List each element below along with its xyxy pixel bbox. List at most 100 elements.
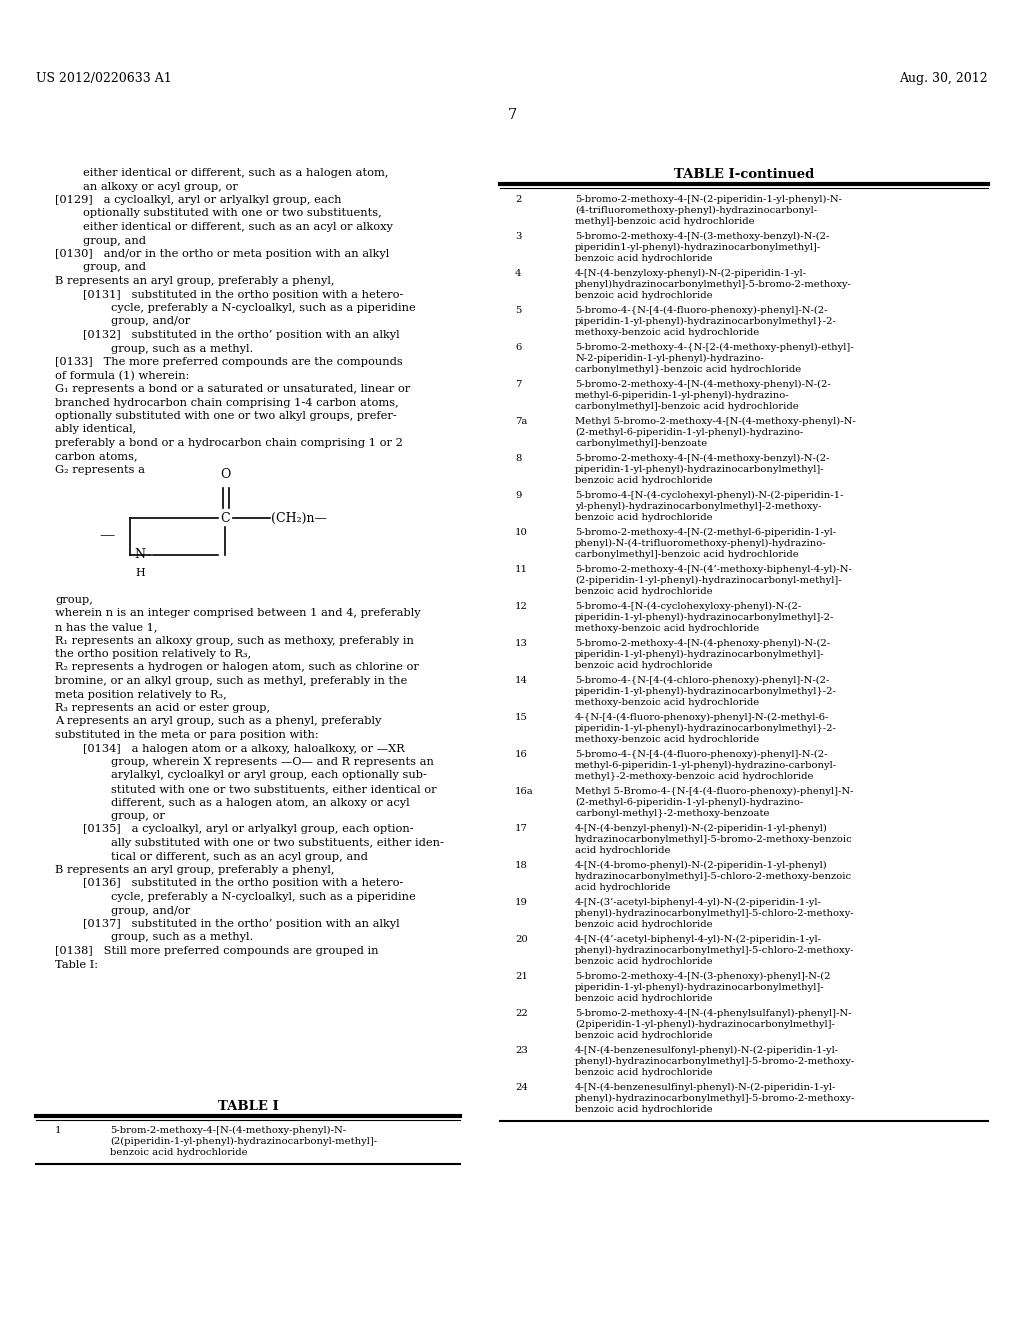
Text: piperidin-1-yl-phenyl)-hydrazinocarbonylmethyl}-2-: piperidin-1-yl-phenyl)-hydrazinocarbonyl… <box>575 686 837 696</box>
Text: 5-bromo-4-{N-[4-(4-fluoro-phenoxy)-phenyl]-N-(2-: 5-bromo-4-{N-[4-(4-fluoro-phenoxy)-pheny… <box>575 306 827 315</box>
Text: [0132]   substituted in the ortho’ position with an alkyl: [0132] substituted in the ortho’ positio… <box>83 330 399 341</box>
Text: 9: 9 <box>515 491 521 500</box>
Text: preferably a bond or a hydrocarbon chain comprising 1 or 2: preferably a bond or a hydrocarbon chain… <box>55 438 402 447</box>
Text: the ortho position relatively to R₃,: the ortho position relatively to R₃, <box>55 649 251 659</box>
Text: A represents an aryl group, such as a phenyl, preferably: A represents an aryl group, such as a ph… <box>55 717 381 726</box>
Text: bromine, or an alkyl group, such as methyl, preferably in the: bromine, or an alkyl group, such as meth… <box>55 676 408 686</box>
Text: 5-brom-2-methoxy-4-[N-(4-methoxy-phenyl)-N-: 5-brom-2-methoxy-4-[N-(4-methoxy-phenyl)… <box>110 1126 346 1135</box>
Text: branched hydrocarbon chain comprising 1-4 carbon atoms,: branched hydrocarbon chain comprising 1-… <box>55 397 398 408</box>
Text: 4-[N-(4-benzyloxy-phenyl)-N-(2-piperidin-1-yl-: 4-[N-(4-benzyloxy-phenyl)-N-(2-piperidin… <box>575 269 807 279</box>
Text: (2-methyl-6-piperidin-1-yl-phenyl)-hydrazino-: (2-methyl-6-piperidin-1-yl-phenyl)-hydra… <box>575 428 803 437</box>
Text: [0137]   substituted in the ortho’ position with an alkyl: [0137] substituted in the ortho’ positio… <box>83 919 399 929</box>
Text: 4-[N-(4-benzenesulfonyl-phenyl)-N-(2-piperidin-1-yl-: 4-[N-(4-benzenesulfonyl-phenyl)-N-(2-pip… <box>575 1045 839 1055</box>
Text: piperidin-1-yl-phenyl)-hydrazinocarbonylmethyl]-: piperidin-1-yl-phenyl)-hydrazinocarbonyl… <box>575 465 824 474</box>
Text: piperidin-1-yl-phenyl)-hydrazinocarbonylmethyl]-: piperidin-1-yl-phenyl)-hydrazinocarbonyl… <box>575 649 824 659</box>
Text: group,: group, <box>55 595 93 605</box>
Text: group, such as a methyl.: group, such as a methyl. <box>111 343 253 354</box>
Text: either identical or different, such as a halogen atom,: either identical or different, such as a… <box>83 168 388 178</box>
Text: 5-bromo-2-methoxy-4-[N-(2-piperidin-1-yl-phenyl)-N-: 5-bromo-2-methoxy-4-[N-(2-piperidin-1-yl… <box>575 195 842 205</box>
Text: carbonyl-methyl}-2-methoxy-benzoate: carbonyl-methyl}-2-methoxy-benzoate <box>575 809 769 818</box>
Text: 4-{N-[4-(4-fluoro-phenoxy)-phenyl]-N-(2-methyl-6-: 4-{N-[4-(4-fluoro-phenoxy)-phenyl]-N-(2-… <box>575 713 829 722</box>
Text: benzoic acid hydrochloride: benzoic acid hydrochloride <box>575 290 713 300</box>
Text: yl-phenyl)-hydrazinocarbonylmethyl]-2-methoxy-: yl-phenyl)-hydrazinocarbonylmethyl]-2-me… <box>575 502 821 511</box>
Text: benzoic acid hydrochloride: benzoic acid hydrochloride <box>575 661 713 671</box>
Text: 4: 4 <box>515 269 521 279</box>
Text: H: H <box>135 568 144 578</box>
Text: benzoic acid hydrochloride: benzoic acid hydrochloride <box>575 253 713 263</box>
Text: 10: 10 <box>515 528 528 537</box>
Text: 15: 15 <box>515 713 528 722</box>
Text: B represents an aryl group, preferably a phenyl,: B represents an aryl group, preferably a… <box>55 276 335 286</box>
Text: G₂ represents a: G₂ represents a <box>55 465 145 475</box>
Text: of formula (1) wherein:: of formula (1) wherein: <box>55 371 189 380</box>
Text: piperidin-1-yl-phenyl)-hydrazinocarbonylmethyl}-2-: piperidin-1-yl-phenyl)-hydrazinocarbonyl… <box>575 723 837 733</box>
Text: 18: 18 <box>515 861 528 870</box>
Text: 4-[N-(4-benzyl-phenyl)-N-(2-piperidin-1-yl-phenyl): 4-[N-(4-benzyl-phenyl)-N-(2-piperidin-1-… <box>575 824 827 833</box>
Text: R₁ represents an alkoxy group, such as methoxy, preferably in: R₁ represents an alkoxy group, such as m… <box>55 635 414 645</box>
Text: hydrazinocarbonylmethyl]-5-bromo-2-methoxy-benzoic: hydrazinocarbonylmethyl]-5-bromo-2-metho… <box>575 836 853 843</box>
Text: 5-bromo-4-[N-(4-cyclohexyloxy-phenyl)-N-(2-: 5-bromo-4-[N-(4-cyclohexyloxy-phenyl)-N-… <box>575 602 801 611</box>
Text: methoxy-benzoic acid hydrochloride: methoxy-benzoic acid hydrochloride <box>575 327 759 337</box>
Text: B represents an aryl group, preferably a phenyl,: B represents an aryl group, preferably a… <box>55 865 335 875</box>
Text: cycle, preferably a N-cycloalkyl, such as a piperidine: cycle, preferably a N-cycloalkyl, such a… <box>111 892 416 902</box>
Text: ably identical,: ably identical, <box>55 425 136 434</box>
Text: (2-methyl-6-piperidin-1-yl-phenyl)-hydrazino-: (2-methyl-6-piperidin-1-yl-phenyl)-hydra… <box>575 799 803 807</box>
Text: —: — <box>99 528 115 543</box>
Text: benzoic acid hydrochloride: benzoic acid hydrochloride <box>575 957 713 966</box>
Text: phenyl)-hydrazinocarbonylmethyl]-5-chloro-2-methoxy-: phenyl)-hydrazinocarbonylmethyl]-5-chlor… <box>575 909 855 919</box>
Text: substituted in the meta or para position with:: substituted in the meta or para position… <box>55 730 318 741</box>
Text: 5-bromo-4-[N-(4-cyclohexyl-phenyl)-N-(2-piperidin-1-: 5-bromo-4-[N-(4-cyclohexyl-phenyl)-N-(2-… <box>575 491 844 500</box>
Text: 4-[N-(4-bromo-phenyl)-N-(2-piperidin-1-yl-phenyl): 4-[N-(4-bromo-phenyl)-N-(2-piperidin-1-y… <box>575 861 827 870</box>
Text: stituted with one or two substituents, either identical or: stituted with one or two substituents, e… <box>111 784 436 795</box>
Text: US 2012/0220633 A1: US 2012/0220633 A1 <box>36 73 172 84</box>
Text: 14: 14 <box>515 676 528 685</box>
Text: 4-[N-(4-benzenesulfinyl-phenyl)-N-(2-piperidin-1-yl-: 4-[N-(4-benzenesulfinyl-phenyl)-N-(2-pip… <box>575 1082 837 1092</box>
Text: piperidin-1-yl-phenyl)-hydrazinocarbonylmethyl]-2-: piperidin-1-yl-phenyl)-hydrazinocarbonyl… <box>575 612 835 622</box>
Text: piperidin1-yl-phenyl)-hydrazinocarbonylmethyl]-: piperidin1-yl-phenyl)-hydrazinocarbonylm… <box>575 243 821 252</box>
Text: R₃ represents an acid or ester group,: R₃ represents an acid or ester group, <box>55 704 270 713</box>
Text: methyl-6-piperidin-1-yl-phenyl)-hydrazino-: methyl-6-piperidin-1-yl-phenyl)-hydrazin… <box>575 391 790 400</box>
Text: piperidin-1-yl-phenyl)-hydrazinocarbonylmethyl}-2-: piperidin-1-yl-phenyl)-hydrazinocarbonyl… <box>575 317 837 326</box>
Text: (2-piperidin-1-yl-phenyl)-hydrazinocarbonyl-methyl]-: (2-piperidin-1-yl-phenyl)-hydrazinocarbo… <box>575 576 842 585</box>
Text: benzoic acid hydrochloride: benzoic acid hydrochloride <box>110 1148 248 1158</box>
Text: Methyl 5-bromo-2-methoxy-4-[N-(4-methoxy-phenyl)-N-: Methyl 5-bromo-2-methoxy-4-[N-(4-methoxy… <box>575 417 856 426</box>
Text: 5-bromo-2-methoxy-4-[N-(4-methoxy-phenyl)-N-(2-: 5-bromo-2-methoxy-4-[N-(4-methoxy-phenyl… <box>575 380 830 389</box>
Text: benzoic acid hydrochloride: benzoic acid hydrochloride <box>575 477 713 484</box>
Text: 23: 23 <box>515 1045 527 1055</box>
Text: [0129]   a cycloalkyl, aryl or arlyalkyl group, each: [0129] a cycloalkyl, aryl or arlyalkyl g… <box>55 195 341 205</box>
Text: 5-bromo-2-methoxy-4-[N-(4-methoxy-benzyl)-N-(2-: 5-bromo-2-methoxy-4-[N-(4-methoxy-benzyl… <box>575 454 829 463</box>
Text: Table I:: Table I: <box>55 960 98 969</box>
Text: 5-bromo-2-methoxy-4-[N-(4-phenoxy-phenyl)-N-(2-: 5-bromo-2-methoxy-4-[N-(4-phenoxy-phenyl… <box>575 639 830 648</box>
Text: TABLE I: TABLE I <box>218 1100 279 1113</box>
Text: 20: 20 <box>515 935 527 944</box>
Text: benzoic acid hydrochloride: benzoic acid hydrochloride <box>575 994 713 1003</box>
Text: 12: 12 <box>515 602 528 611</box>
Text: optionally substituted with one or two substituents,: optionally substituted with one or two s… <box>83 209 382 219</box>
Text: piperidin-1-yl-phenyl)-hydrazinocarbonylmethyl]-: piperidin-1-yl-phenyl)-hydrazinocarbonyl… <box>575 983 824 993</box>
Text: 22: 22 <box>515 1008 527 1018</box>
Text: benzoic acid hydrochloride: benzoic acid hydrochloride <box>575 1068 713 1077</box>
Text: either identical or different, such as an acyl or alkoxy: either identical or different, such as a… <box>83 222 393 232</box>
Text: C: C <box>220 511 229 524</box>
Text: cycle, preferably a N-cycloalkyl, such as a piperidine: cycle, preferably a N-cycloalkyl, such a… <box>111 304 416 313</box>
Text: 7: 7 <box>507 108 517 121</box>
Text: (2piperidin-1-yl-phenyl)-hydrazinocarbonylmethyl]-: (2piperidin-1-yl-phenyl)-hydrazinocarbon… <box>575 1020 835 1030</box>
Text: 13: 13 <box>515 639 528 648</box>
Text: methyl]-benzoic acid hydrochloride: methyl]-benzoic acid hydrochloride <box>575 216 755 226</box>
Text: 1: 1 <box>55 1126 61 1135</box>
Text: group, and/or: group, and/or <box>111 906 190 916</box>
Text: carbonylmethyl]-benzoate: carbonylmethyl]-benzoate <box>575 440 708 447</box>
Text: acid hydrochloride: acid hydrochloride <box>575 846 671 855</box>
Text: wherein n is an integer comprised between 1 and 4, preferably: wherein n is an integer comprised betwee… <box>55 609 421 619</box>
Text: Methyl 5-Bromo-4-{N-[4-(4-fluoro-phenoxy)-phenyl]-N-: Methyl 5-Bromo-4-{N-[4-(4-fluoro-phenoxy… <box>575 787 853 796</box>
Text: 5-bromo-4-{N-[4-(4-chloro-phenoxy)-phenyl]-N-(2-: 5-bromo-4-{N-[4-(4-chloro-phenoxy)-pheny… <box>575 676 829 685</box>
Text: 4-[N-(4’-acetyl-biphenyl-4-yl)-N-(2-piperidin-1-yl-: 4-[N-(4’-acetyl-biphenyl-4-yl)-N-(2-pipe… <box>575 935 822 944</box>
Text: acid hydrochloride: acid hydrochloride <box>575 883 671 892</box>
Text: carbon atoms,: carbon atoms, <box>55 451 137 462</box>
Text: an alkoxy or acyl group, or: an alkoxy or acyl group, or <box>83 181 238 191</box>
Text: 21: 21 <box>515 972 528 981</box>
Text: (CH₂)n—: (CH₂)n— <box>271 511 327 524</box>
Text: [0136]   substituted in the ortho position with a hetero-: [0136] substituted in the ortho position… <box>83 879 403 888</box>
Text: 5: 5 <box>515 306 521 315</box>
Text: phenyl)-hydrazinocarbonylmethyl]-5-bromo-2-methoxy-: phenyl)-hydrazinocarbonylmethyl]-5-bromo… <box>575 1094 855 1104</box>
